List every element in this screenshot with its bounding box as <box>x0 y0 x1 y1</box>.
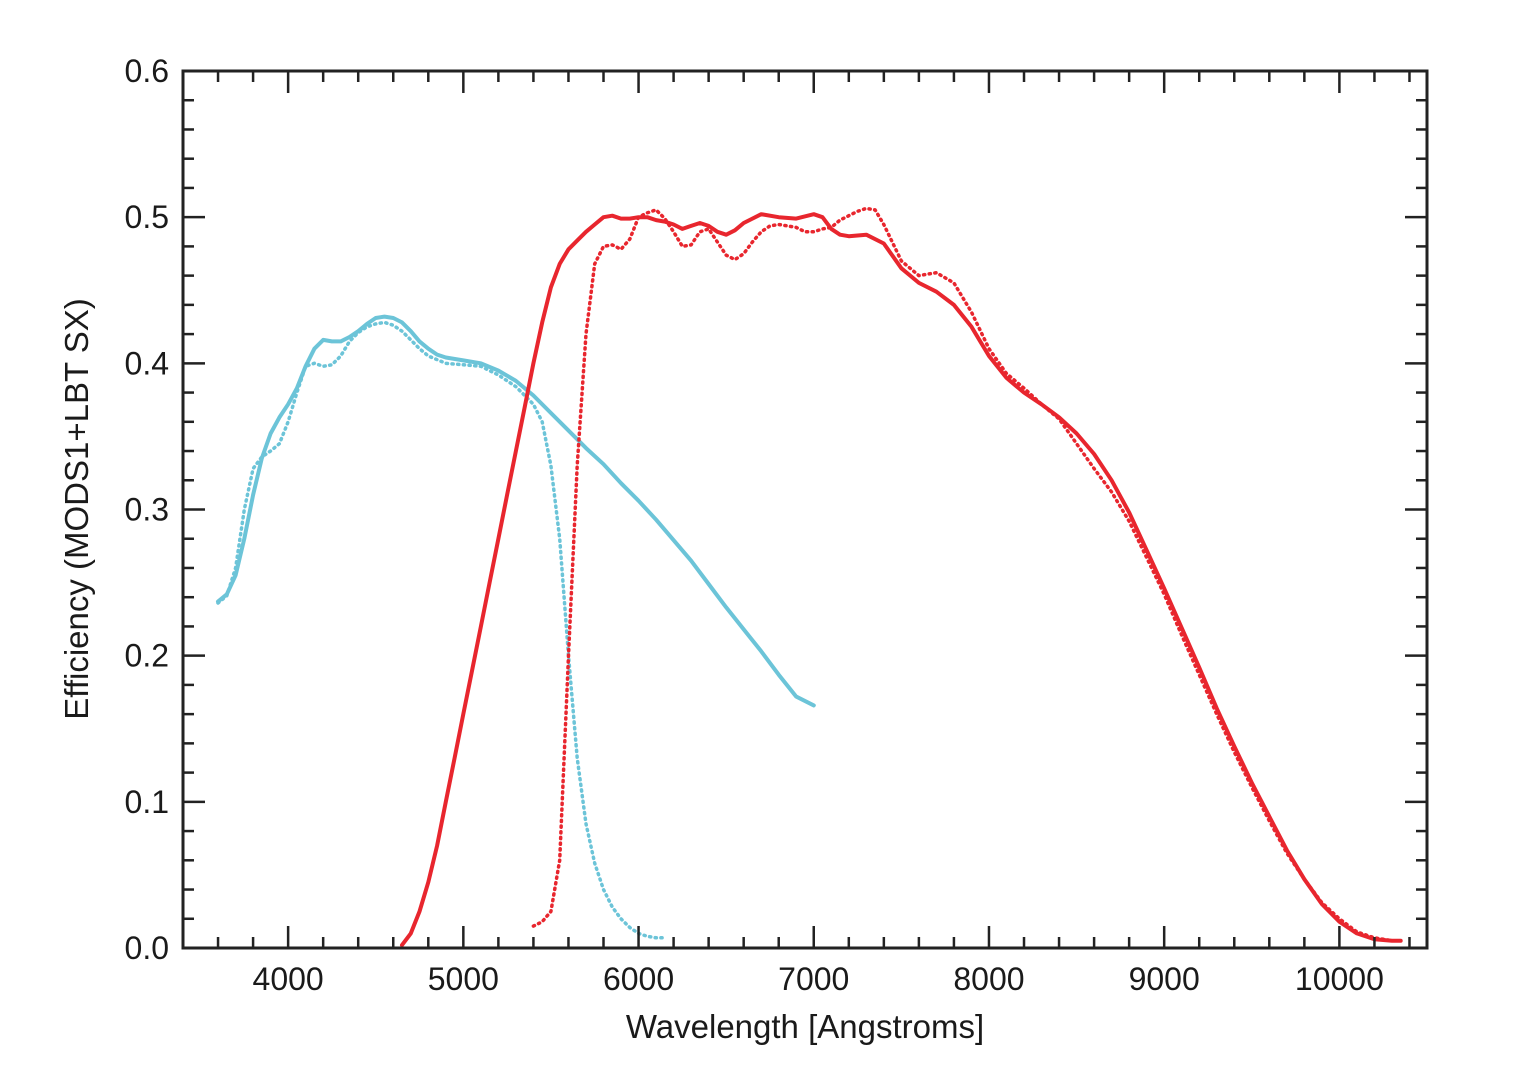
tick-label-layer: 4000 5000 6000 7000 8000 9000 10000 0.0 0.1 0.2 0.… <box>125 53 1384 997</box>
series-line-2-dotted <box>216 320 667 940</box>
y-tick-label: 0.1 <box>125 784 169 820</box>
y-tick-label: 0.5 <box>125 199 169 235</box>
plot-frame <box>181 69 1429 950</box>
series-layer <box>216 206 1403 948</box>
x-tick-label: 5000 <box>428 961 499 997</box>
series-line-3-solid <box>400 212 1403 948</box>
tick-layer <box>183 69 1427 950</box>
x-tick-label: 9000 <box>1129 961 1200 997</box>
series-line-4-dotted <box>531 206 1403 943</box>
x-axis-label: Wavelength [Angstroms] <box>626 1008 984 1045</box>
x-tick-label: 8000 <box>953 961 1024 997</box>
y-tick-label: 0.6 <box>125 53 169 89</box>
y-tick-label: 0.0 <box>125 930 169 966</box>
x-tick-label: 6000 <box>603 961 674 997</box>
y-tick-label: 0.3 <box>125 492 169 528</box>
x-tick-label: 4000 <box>253 961 324 997</box>
series-line-1-solid <box>216 314 816 708</box>
y-axis-label: Efficiency (MODS1+LBT SX) <box>58 298 95 720</box>
x-tick-label: 7000 <box>778 961 849 997</box>
x-tick-label: 10000 <box>1295 961 1384 997</box>
y-tick-label: 0.2 <box>125 638 169 674</box>
y-tick-label: 0.4 <box>125 345 169 381</box>
